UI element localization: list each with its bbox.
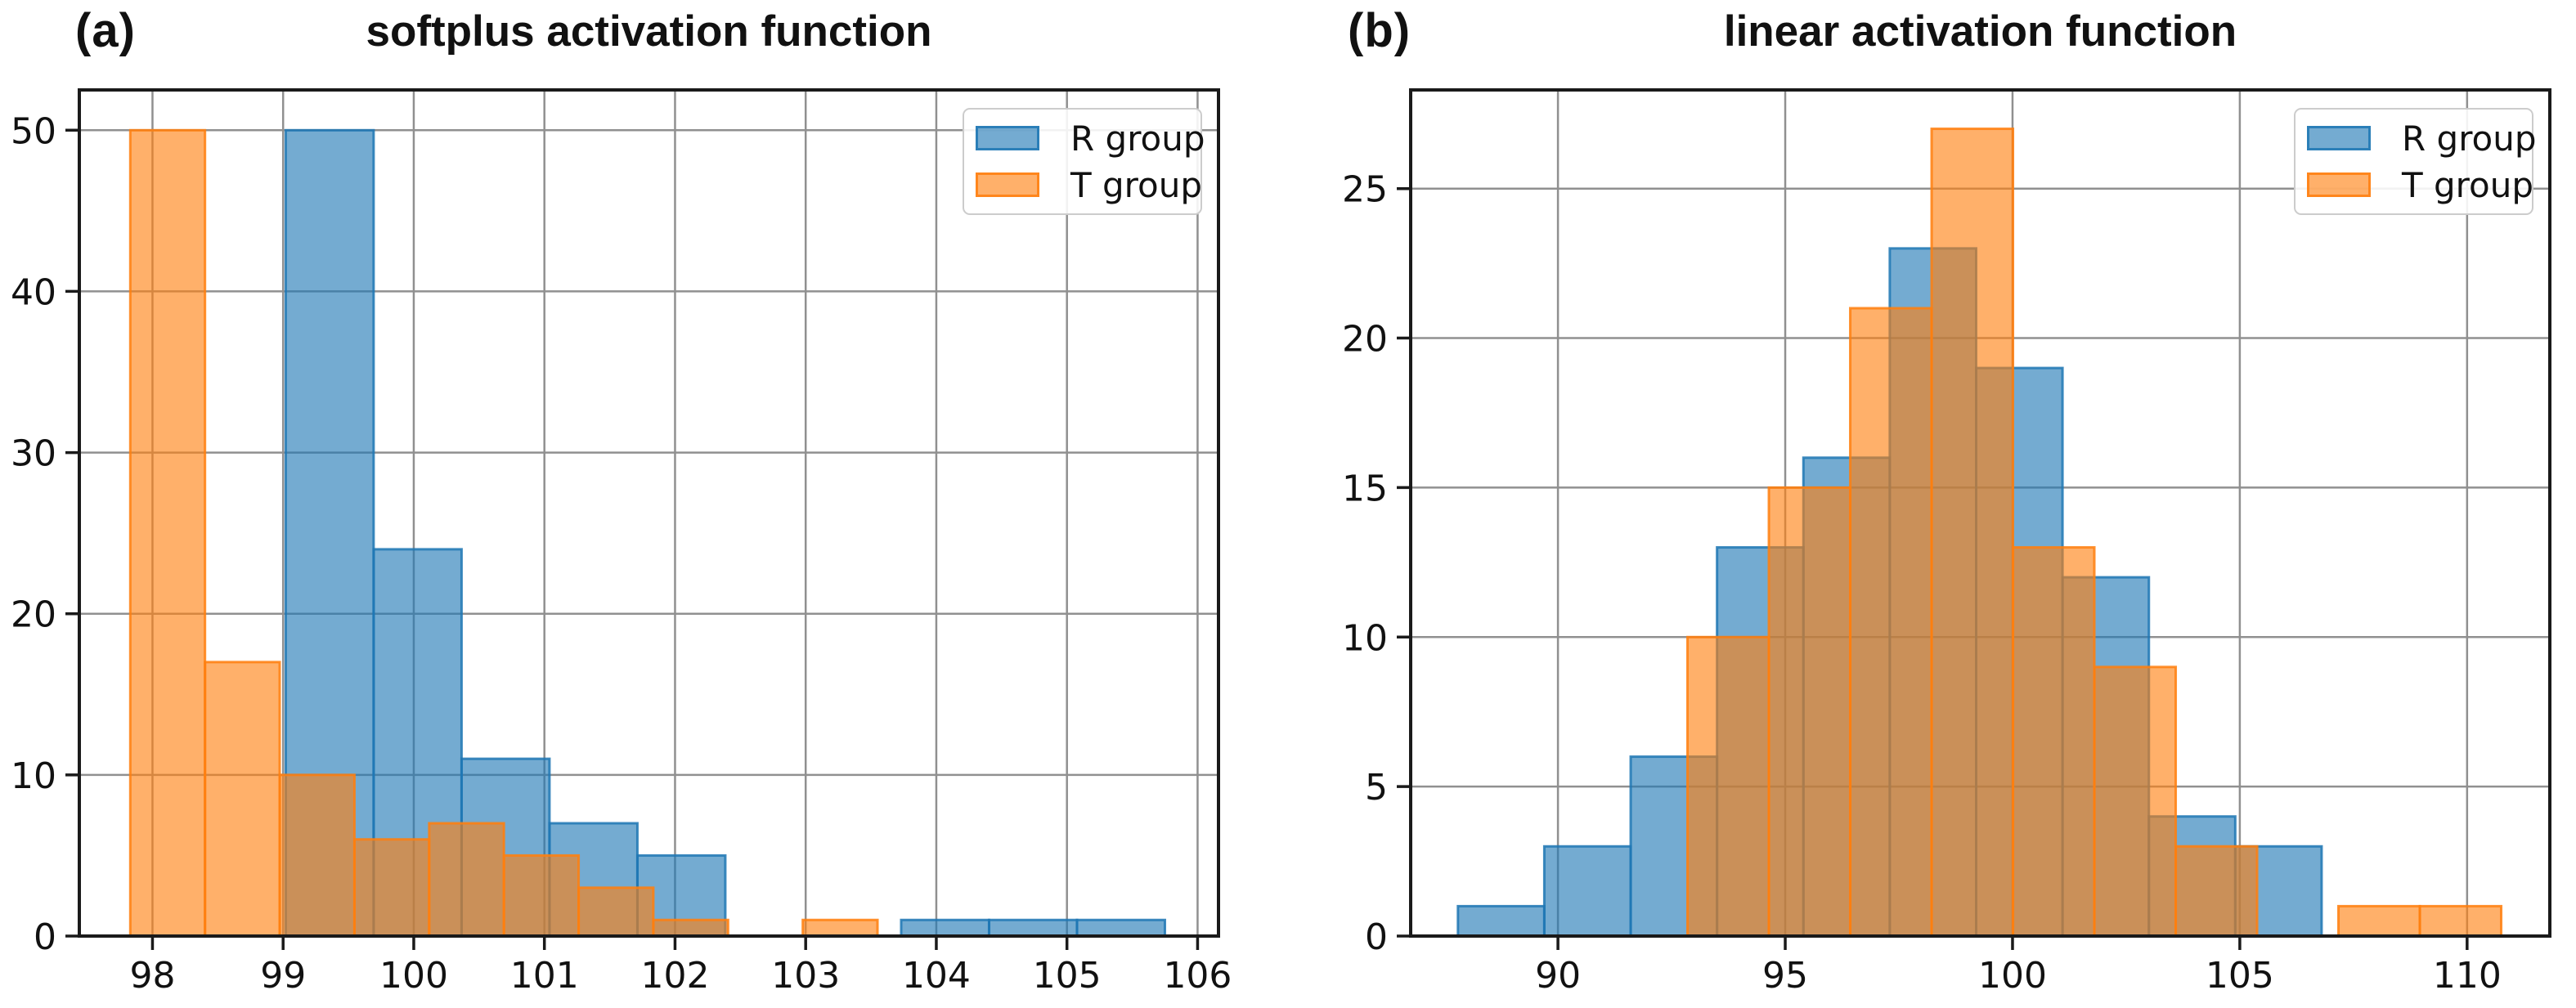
x-tick-label: 102	[640, 955, 709, 997]
y-tick-label: 20	[1342, 319, 1388, 361]
histogram-bar	[1849, 307, 1933, 938]
y-tick-label: 0	[34, 916, 56, 958]
y-tick-label: 10	[11, 755, 56, 797]
histogram-bar	[1075, 918, 1167, 938]
legend-item-t-group: T group	[976, 165, 1202, 205]
histogram-bar	[128, 128, 207, 938]
histogram-bar	[652, 918, 729, 938]
x-tick-label: 103	[771, 955, 840, 997]
y-tick-label: 40	[11, 271, 56, 313]
y-tick-label: 25	[1342, 169, 1388, 211]
histogram-bar	[987, 918, 1079, 938]
histogram-bar	[2174, 844, 2259, 938]
histogram-bar	[502, 853, 581, 938]
histogram-bar	[428, 822, 505, 938]
y-tick-label: 30	[11, 433, 56, 475]
y-tick-label: 15	[1342, 468, 1388, 509]
histogram-bar	[2337, 904, 2421, 938]
x-tick-label: 90	[1535, 955, 1581, 997]
histogram-bar	[2093, 665, 2178, 938]
histogram-bar	[352, 838, 431, 938]
legend-label-r-group: R group	[1070, 118, 1205, 159]
histogram-bar	[1542, 844, 1632, 938]
x-tick-label: 98	[129, 955, 175, 997]
histogram-bar	[801, 918, 879, 938]
x-tick-label: 105	[2206, 955, 2274, 997]
axes-spines	[78, 88, 1220, 938]
x-tick-label: 99	[260, 955, 306, 997]
histogram-bar	[1767, 486, 1852, 938]
legend-item-r-group: R group	[976, 119, 1205, 159]
histogram-bar	[204, 661, 281, 938]
histogram-bar	[1456, 904, 1546, 938]
histogram-bar	[2418, 904, 2503, 938]
histogram-bar	[278, 773, 356, 938]
histogram-bar	[577, 886, 655, 938]
legend-swatch-r-group	[2307, 126, 2371, 150]
x-tick-label: 95	[1762, 955, 1808, 997]
histogram-bar	[1686, 635, 1770, 938]
x-tick-label: 100	[379, 955, 448, 997]
legend-swatch-t-group	[976, 172, 1039, 197]
panel-label-b: (b)	[1348, 4, 1411, 57]
x-tick-label: 100	[1978, 955, 2047, 997]
y-tick-label: 50	[11, 110, 56, 152]
panel-label-a: (a)	[75, 4, 136, 57]
y-tick-label: 5	[1365, 767, 1388, 809]
axes-spines	[1409, 88, 2551, 938]
legend-swatch-r-group	[976, 126, 1039, 150]
legend-label-r-group: R group	[2402, 118, 2537, 159]
legend-label-t-group: T group	[2402, 164, 2533, 205]
legend-item-r-group: R group	[2307, 119, 2537, 159]
legend-swatch-t-group	[2307, 172, 2371, 197]
histogram-bar	[900, 918, 990, 938]
legend-linear: R group T group	[2294, 108, 2537, 215]
chart-title-linear: linear activation function	[1723, 7, 2237, 56]
y-tick-label: 0	[1365, 916, 1388, 958]
histogram-bar	[1930, 128, 2015, 938]
x-tick-label: 106	[1163, 955, 1232, 997]
x-tick-label: 110	[2433, 955, 2502, 997]
x-tick-label: 105	[1033, 955, 1102, 997]
x-tick-label: 104	[902, 955, 971, 997]
legend-softplus: R group T group	[963, 108, 1205, 215]
legend-item-t-group: T group	[2307, 165, 2533, 205]
y-tick-label: 10	[1342, 617, 1388, 659]
y-tick-label: 20	[11, 594, 56, 636]
x-tick-label: 101	[510, 955, 579, 997]
legend-label-t-group: T group	[1070, 164, 1202, 205]
histogram-bar	[2012, 546, 2096, 938]
chart-title-softplus: softplus activation function	[366, 7, 932, 56]
